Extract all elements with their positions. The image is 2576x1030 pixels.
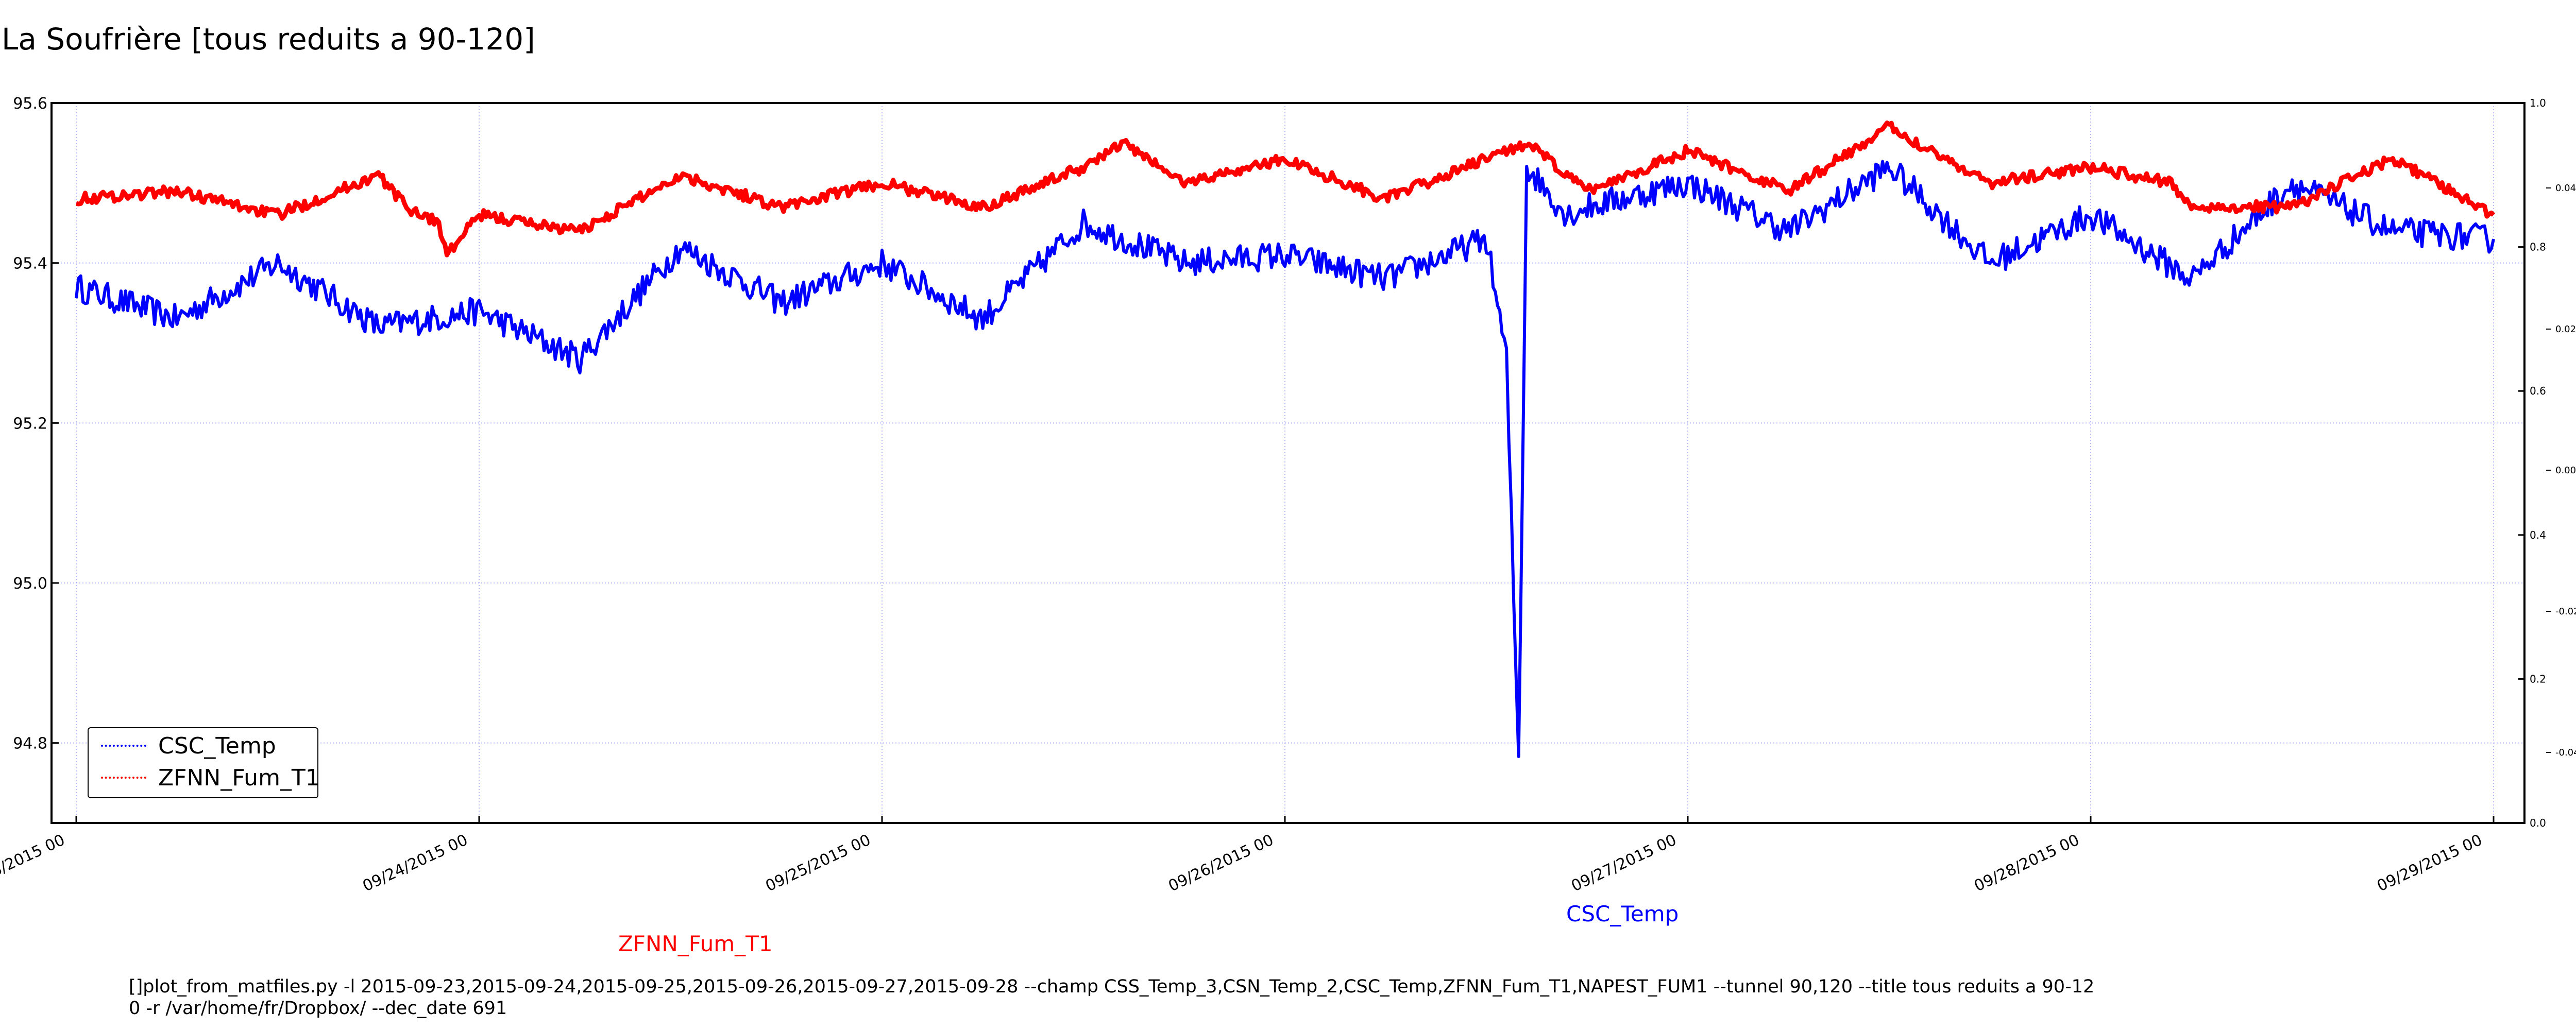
x-tick-label: 09/25/2015 00 [763,831,874,896]
chart-title: La Soufrière [tous reduits a 90-120] [2,22,535,57]
y-tick-label: 95.6 [13,95,47,113]
plot-frame [50,102,2526,824]
legend-entry-zfnn-fum-t1: ZFNN_Fum_T1 [89,765,320,791]
legend-label-zfnn-fum-t1: ZFNN_Fum_T1 [158,765,320,791]
series-line-csc-temp [75,160,2495,758]
right-inner-tick-label: 0.02 [2555,324,2576,335]
x-tick-label: 09/28/2015 00 [1972,831,2082,896]
command-line-1: []plot_from_matfiles.py -l 2015-09-23,20… [129,976,2095,997]
right-inner-tick-label: 0.04 [2555,183,2576,194]
y-tick-label: 94.8 [13,735,47,753]
x-tick-label: 09/27/2015 00 [1569,831,1680,896]
y-tick-label: 95.2 [13,415,47,433]
right-outer-tick-label: 0.8 [2530,241,2546,253]
right-outer-tick-label: 0.0 [2530,817,2546,829]
legend-swatch-zfnn-fum-t1 [101,777,146,779]
legend: CSC_Temp ZFNN_Fum_T1 [88,727,320,798]
y-tick-label: 95.0 [13,575,47,593]
right-outer-tick-label: 0.2 [2530,673,2546,685]
x-tick-label: 09/24/2015 00 [360,831,471,896]
right-inner-tick-label: -0.02 [2555,606,2576,617]
series-line-zfnn-fum-t1 [75,121,2496,258]
x-tick-label: 09/23/2015 00 [0,831,67,896]
x-tick-label: 09/26/2015 00 [1166,831,1277,896]
x-tick-label: 09/29/2015 00 [2375,831,2485,896]
legend-swatch-csc-temp [101,745,146,747]
right-outer-tick-label: 0.4 [2530,529,2546,541]
legend-label-csc-temp: CSC_Temp [158,733,276,759]
y-tick-label: 95.4 [13,255,47,273]
right-inner-tick-label: -0.04 [2555,747,2576,758]
right-outer-tick-label: 0.6 [2530,385,2546,397]
red-series-label: ZFNN_Fum_T1 [618,931,773,956]
blue-series-label: CSC_Temp [1566,901,1679,926]
command-line-text: []plot_from_matfiles.py -l 2015-09-23,20… [129,976,2094,1019]
right-inner-tick-label: 0.00 [2555,465,2576,476]
right-outer-tick-label: 1.0 [2530,97,2546,109]
command-line-2: 0 -r /var/home/fr/Dropbox/ --dec_date 69… [129,998,507,1019]
legend-entry-csc-temp: CSC_Temp [89,733,317,759]
